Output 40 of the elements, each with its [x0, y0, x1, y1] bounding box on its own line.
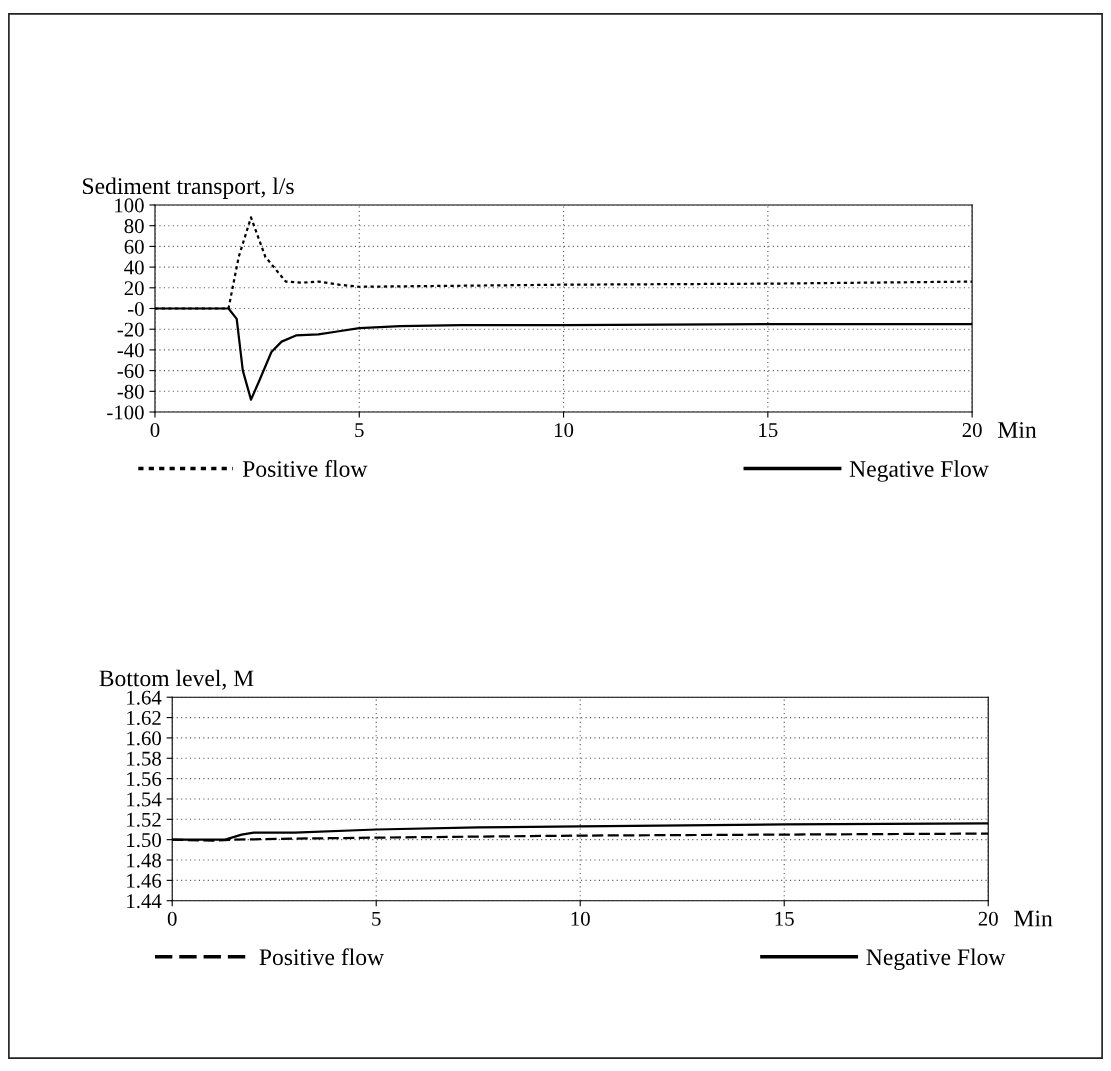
x-tick-label: 15 — [759, 423, 778, 438]
legend-label: Positive flow — [259, 948, 385, 966]
x-axis-title: Min — [1014, 910, 1053, 927]
x-tick-label: 0 — [167, 911, 177, 926]
y-tick-label: 1.62 — [127, 711, 161, 726]
x-tick-label: 5 — [372, 911, 381, 926]
x-tick-label: 5 — [355, 423, 364, 438]
x-tick-label: 20 — [962, 423, 982, 438]
legend-label: Positive flow — [242, 460, 368, 477]
legend-label: Negative Flow — [849, 460, 989, 482]
x-tick-label: 20 — [978, 911, 998, 926]
x-tick-label: 10 — [554, 423, 574, 438]
y-tick-label: -100 — [107, 405, 144, 420]
y-tick-label: 60 — [124, 239, 144, 254]
y-tick-label: 1.48 — [127, 853, 161, 868]
y-tick-label: -60 — [117, 363, 144, 379]
y-tick-label: 1.64 — [127, 690, 162, 705]
y-tick-label: -20 — [117, 322, 144, 337]
y-tick-label: 1.60 — [127, 731, 161, 746]
y-tick-label: 1.56 — [127, 772, 162, 787]
y-tick-label: 1.46 — [127, 873, 162, 888]
chart-title: Sediment transport, l/s — [83, 177, 294, 199]
y-tick-label: -0 — [127, 301, 144, 316]
y-tick-label: 40 — [124, 260, 144, 275]
y-tick-label: 1.58 — [127, 751, 161, 766]
y-tick-label: 1.44 — [127, 894, 162, 909]
y-tick-label: 100 — [115, 198, 144, 213]
y-tick-label: 1.50 — [127, 833, 161, 848]
y-tick-label: -40 — [117, 343, 144, 358]
x-axis-title: Min — [998, 422, 1037, 438]
y-tick-label: 20 — [124, 281, 144, 296]
x-tick-label: 15 — [775, 911, 794, 926]
y-tick-label: 80 — [124, 219, 144, 234]
y-tick-label: -80 — [117, 384, 144, 399]
x-tick-label: 10 — [571, 911, 590, 926]
x-tick-label: 0 — [150, 423, 160, 438]
legend-label: Negative Flow — [866, 948, 1006, 971]
chart-title: Bottom level, M — [99, 669, 254, 690]
y-tick-label: 1.52 — [127, 812, 161, 827]
y-tick-label: 1.54 — [127, 792, 162, 807]
